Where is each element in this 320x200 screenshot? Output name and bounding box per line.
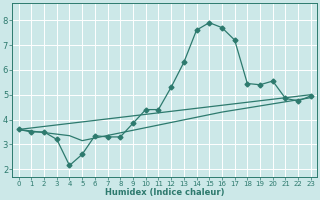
X-axis label: Humidex (Indice chaleur): Humidex (Indice chaleur): [105, 188, 225, 197]
